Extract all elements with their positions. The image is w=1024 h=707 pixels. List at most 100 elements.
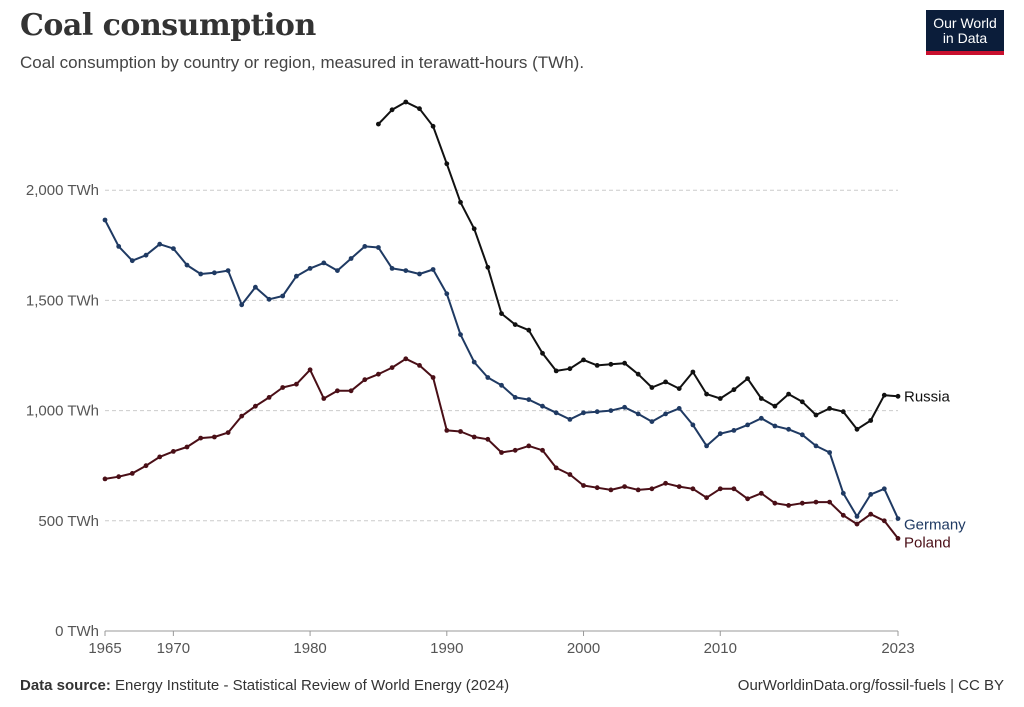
data-point-germany[interactable] [348, 256, 354, 261]
data-point-russia[interactable] [786, 391, 791, 397]
data-point-germany[interactable] [854, 514, 860, 519]
data-point-germany[interactable] [676, 406, 682, 411]
series-line-russia[interactable] [377, 101, 899, 431]
source-link[interactable]: OurWorldinData.org/fossil-fuels | CC BY [737, 677, 1004, 694]
data-point-poland[interactable] [143, 463, 149, 469]
data-point-germany[interactable] [212, 270, 217, 276]
data-point-russia[interactable] [731, 387, 737, 393]
data-point-poland[interactable] [868, 511, 874, 517]
data-point-poland[interactable] [116, 474, 122, 480]
data-point-germany[interactable] [553, 410, 559, 416]
data-point-germany[interactable] [239, 302, 245, 308]
data-point-poland[interactable] [854, 521, 860, 527]
data-point-poland[interactable] [608, 487, 614, 493]
data-point-poland[interactable] [663, 480, 668, 486]
data-point-germany[interactable] [143, 252, 149, 258]
data-point-russia[interactable] [376, 121, 381, 127]
data-point-poland[interactable] [471, 434, 477, 440]
data-point-germany[interactable] [129, 258, 135, 264]
data-point-poland[interactable] [553, 465, 559, 471]
data-point-germany[interactable] [294, 273, 299, 279]
data-point-poland[interactable] [881, 518, 887, 524]
data-point-germany[interactable] [307, 266, 313, 271]
data-point-poland[interactable] [690, 486, 696, 492]
data-point-russia[interactable] [622, 360, 627, 366]
data-point-poland[interactable] [567, 472, 573, 477]
data-point-poland[interactable] [307, 367, 313, 373]
data-point-germany[interactable] [389, 266, 395, 271]
data-point-russia[interactable] [813, 412, 819, 418]
data-point-germany[interactable] [444, 291, 450, 297]
data-point-poland[interactable] [635, 487, 641, 493]
data-point-poland[interactable] [430, 375, 436, 380]
data-point-germany[interactable] [663, 411, 668, 417]
data-point-poland[interactable] [389, 365, 395, 370]
data-point-germany[interactable] [540, 403, 545, 409]
data-point-poland[interactable] [184, 444, 190, 450]
data-point-russia[interactable] [567, 366, 573, 372]
data-point-poland[interactable] [526, 443, 532, 449]
data-point-russia[interactable] [663, 379, 668, 385]
data-point-germany[interactable] [280, 293, 286, 299]
data-point-poland[interactable] [622, 484, 627, 489]
data-point-poland[interactable] [594, 485, 600, 491]
data-point-germany[interactable] [253, 284, 258, 290]
data-point-russia[interactable] [717, 396, 723, 401]
data-point-russia[interactable] [840, 409, 846, 415]
data-point-germany[interactable] [649, 419, 655, 424]
data-point-germany[interactable] [717, 431, 723, 437]
data-point-germany[interactable] [116, 244, 122, 249]
data-point-germany[interactable] [102, 217, 108, 223]
data-point-germany[interactable] [690, 422, 696, 428]
data-point-poland[interactable] [102, 476, 108, 482]
data-point-poland[interactable] [212, 434, 217, 440]
data-point-germany[interactable] [335, 268, 340, 273]
data-point-poland[interactable] [717, 486, 723, 492]
data-point-germany[interactable] [403, 268, 409, 273]
data-point-poland[interactable] [362, 377, 368, 383]
data-point-poland[interactable] [813, 499, 819, 505]
data-point-russia[interactable] [512, 322, 518, 327]
data-point-russia[interactable] [827, 406, 832, 411]
data-point-poland[interactable] [499, 450, 504, 455]
data-point-russia[interactable] [690, 369, 696, 375]
data-point-russia[interactable] [745, 376, 750, 381]
data-point-germany[interactable] [458, 332, 463, 337]
data-point-poland[interactable] [581, 483, 586, 488]
data-point-germany[interactable] [827, 450, 832, 455]
owid-logo[interactable]: Our World in Data [926, 10, 1004, 55]
data-point-poland[interactable] [321, 396, 327, 401]
data-point-russia[interactable] [581, 357, 586, 363]
data-point-poland[interactable] [786, 503, 791, 508]
data-point-germany[interactable] [635, 411, 641, 417]
data-point-poland[interactable] [376, 371, 381, 377]
data-point-germany[interactable] [581, 410, 586, 416]
data-point-poland[interactable] [745, 496, 750, 502]
data-point-poland[interactable] [253, 403, 258, 409]
data-point-poland[interactable] [444, 428, 450, 433]
series-line-germany[interactable] [104, 219, 899, 520]
data-point-russia[interactable] [594, 363, 600, 368]
data-point-poland[interactable] [294, 381, 299, 387]
data-point-germany[interactable] [430, 267, 436, 272]
data-point-russia[interactable] [881, 392, 887, 398]
data-point-poland[interactable] [157, 454, 163, 460]
data-point-russia[interactable] [485, 264, 491, 270]
data-point-russia[interactable] [608, 361, 614, 367]
data-point-russia[interactable] [854, 426, 860, 432]
data-point-germany[interactable] [485, 375, 491, 380]
data-point-poland[interactable] [225, 430, 231, 435]
data-point-poland[interactable] [485, 436, 491, 442]
data-point-russia[interactable] [430, 123, 436, 129]
data-point-germany[interactable] [758, 415, 764, 421]
data-point-germany[interactable] [526, 397, 532, 402]
data-point-poland[interactable] [540, 447, 545, 453]
data-point-poland[interactable] [280, 385, 286, 390]
data-point-germany[interactable] [840, 490, 846, 496]
data-point-germany[interactable] [184, 262, 190, 268]
data-point-germany[interactable] [567, 417, 573, 422]
data-point-russia[interactable] [704, 391, 709, 397]
data-point-germany[interactable] [198, 271, 204, 277]
data-point-germany[interactable] [417, 271, 422, 277]
data-point-germany[interactable] [376, 245, 381, 250]
